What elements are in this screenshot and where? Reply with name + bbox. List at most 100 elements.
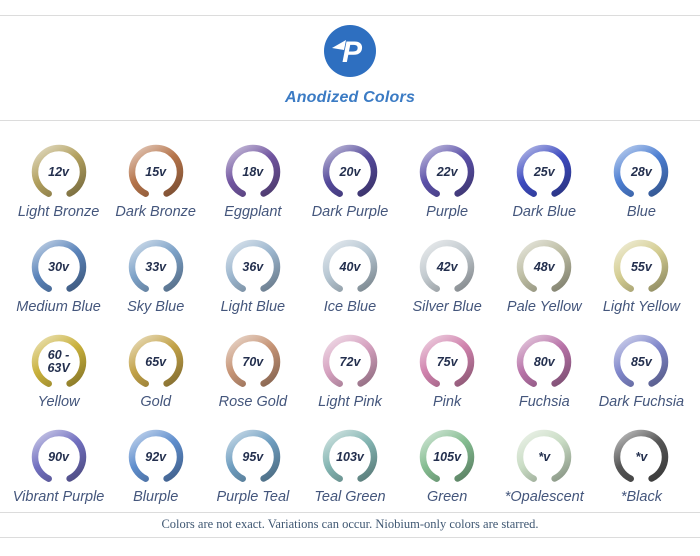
color-name-label: Dark Fuchsia xyxy=(598,394,685,410)
color-swatch-cell: 105v Green xyxy=(399,420,496,510)
anodized-ring: 15v xyxy=(127,143,185,201)
anodized-ring: 42v xyxy=(418,238,476,296)
color-swatch-cell: 28v Blue xyxy=(593,135,690,225)
ring-shape xyxy=(419,334,475,390)
color-name-label: Medium Blue xyxy=(16,299,101,315)
ring-shape xyxy=(225,334,281,390)
color-swatch-cell: 33v Sky Blue xyxy=(107,230,204,320)
anodized-ring: *v xyxy=(612,428,670,486)
ring-shape xyxy=(614,144,669,200)
brand-logo: P xyxy=(324,25,376,77)
anodized-ring: 18v xyxy=(224,143,282,201)
anodized-ring: 48v xyxy=(515,238,573,296)
anodized-ring: 55v xyxy=(612,238,670,296)
anodized-ring: 33v xyxy=(127,238,185,296)
color-name-label: Purple Teal xyxy=(216,489,290,505)
ring-shape xyxy=(31,144,86,200)
ring-shape xyxy=(128,334,183,390)
ring-shape xyxy=(31,429,86,485)
anodized-ring: 72v xyxy=(321,333,379,391)
color-swatch-cell: 90v Vibrant Purple xyxy=(10,420,107,510)
color-swatch-cell: 103v Teal Green xyxy=(301,420,398,510)
color-swatch-cell: 15v Dark Bronze xyxy=(107,135,204,225)
color-name-label: Silver Blue xyxy=(412,299,482,315)
color-name-label: Gold xyxy=(140,394,172,410)
ring-shape xyxy=(322,144,378,200)
anodized-ring: 30v xyxy=(30,238,88,296)
color-name-label: Rose Gold xyxy=(218,394,288,410)
color-name-label: Pale Yellow xyxy=(506,299,582,315)
color-name-label: Light Blue xyxy=(220,299,286,315)
ring-shape xyxy=(128,239,183,295)
ring-shape xyxy=(322,429,378,485)
color-name-label: Light Yellow xyxy=(602,299,680,315)
color-swatch-cell: 55v Light Yellow xyxy=(593,230,690,320)
color-swatch-cell: 40v Ice Blue xyxy=(301,230,398,320)
anodized-ring: 103v xyxy=(321,428,379,486)
color-swatch-cell: 48v Pale Yellow xyxy=(496,230,593,320)
anodized-ring: 22v xyxy=(418,143,476,201)
anodized-ring: 90v xyxy=(30,428,88,486)
anodized-ring: 28v xyxy=(612,143,670,201)
color-name-label: *Opalescent xyxy=(504,489,584,505)
ring-shape xyxy=(322,334,378,390)
anodized-ring: 70v xyxy=(224,333,282,391)
anodized-ring: 80v xyxy=(515,333,573,391)
color-swatch-cell: *v *Black xyxy=(593,420,690,510)
logo-circle xyxy=(324,25,376,77)
ring-shape xyxy=(419,144,475,200)
color-swatch-cell: 22v Purple xyxy=(399,135,496,225)
anodized-ring: 95v xyxy=(224,428,282,486)
page-title: Anodized Colors xyxy=(284,89,416,106)
logo-letter: P xyxy=(342,36,363,69)
color-name-label: Sky Blue xyxy=(127,299,185,315)
ring-shape xyxy=(225,144,281,200)
color-name-label: Green xyxy=(426,489,468,505)
color-swatch-cell: 65v Gold xyxy=(107,325,204,415)
color-swatch-cell: 72v Light Pink xyxy=(301,325,398,415)
color-name-label: Teal Green xyxy=(314,489,386,505)
ring-shape xyxy=(419,239,475,295)
color-name-label: Ice Blue xyxy=(323,299,377,315)
ring-shape xyxy=(128,429,183,485)
anodized-ring: 92v xyxy=(127,428,185,486)
color-name-label: Vibrant Purple xyxy=(12,489,105,505)
anodized-ring: *v xyxy=(515,428,573,486)
ring-shape xyxy=(31,239,86,295)
color-name-label: Eggplant xyxy=(224,204,282,220)
ring-shape xyxy=(128,144,183,200)
ring-shape xyxy=(517,239,572,295)
ring-shape xyxy=(614,334,669,390)
ring-shape xyxy=(225,429,281,485)
color-swatch-cell: *v *Opalescent xyxy=(496,420,593,510)
color-name-label: Light Bronze xyxy=(17,204,100,220)
color-name-label: Fuchsia xyxy=(518,394,570,410)
color-name-label: *Black xyxy=(620,489,662,505)
color-swatch-cell: 70v Rose Gold xyxy=(204,325,301,415)
ring-shape xyxy=(322,239,378,295)
anodized-ring: 105v xyxy=(418,428,476,486)
color-swatch-cell: 60 - 63V Yellow xyxy=(10,325,107,415)
anodized-ring: 20v xyxy=(321,143,379,201)
anodized-ring: 12v xyxy=(30,143,88,201)
color-swatch-cell: 42v Silver Blue xyxy=(399,230,496,320)
color-swatch-cell: 25v Dark Blue xyxy=(496,135,593,225)
ring-shape xyxy=(31,334,86,390)
color-name-label: Blue xyxy=(626,204,656,220)
anodized-ring: 75v xyxy=(418,333,476,391)
color-swatch-cell: 20v Dark Purple xyxy=(301,135,398,225)
anodized-ring: 36v xyxy=(224,238,282,296)
color-name-label: Dark Bronze xyxy=(115,204,196,220)
color-swatch-cell: 95v Purple Teal xyxy=(204,420,301,510)
anodized-ring: 60 - 63V xyxy=(30,333,88,391)
color-swatch-cell: 36v Light Blue xyxy=(204,230,301,320)
anodized-ring: 65v xyxy=(127,333,185,391)
ring-shape xyxy=(517,429,572,485)
color-swatch-cell: 85v Dark Fuchsia xyxy=(593,325,690,415)
logo-flag-shape xyxy=(332,40,346,50)
ring-shape xyxy=(614,429,669,485)
ring-shape xyxy=(614,239,669,295)
ring-shape xyxy=(517,144,572,200)
color-swatch-cell: 92v Blurple xyxy=(107,420,204,510)
header: P Anodized Colors xyxy=(0,15,700,121)
